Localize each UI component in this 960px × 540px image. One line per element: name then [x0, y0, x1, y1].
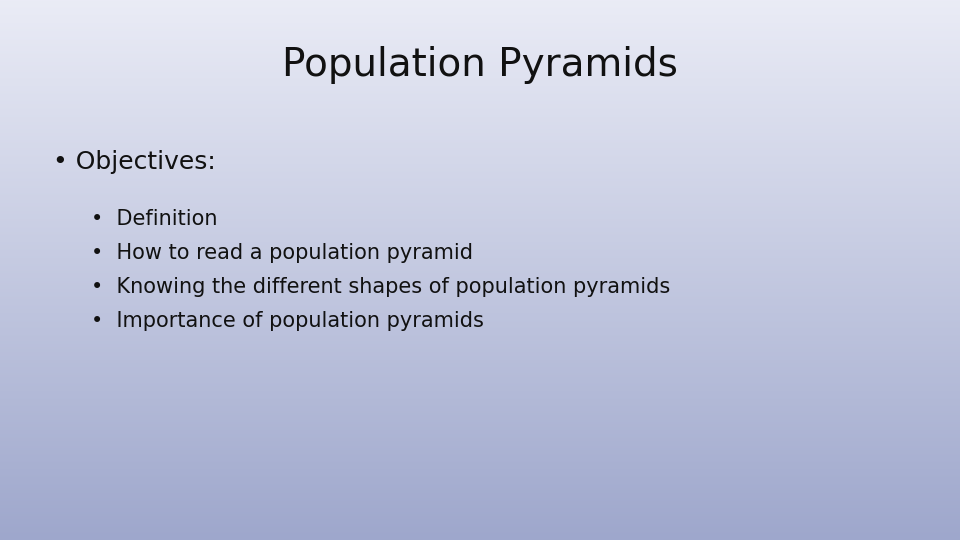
Text: •  Knowing the different shapes of population pyramids: • Knowing the different shapes of popula…	[91, 276, 670, 297]
Text: •  Importance of population pyramids: • Importance of population pyramids	[91, 310, 484, 331]
Text: •  How to read a population pyramid: • How to read a population pyramid	[91, 242, 473, 263]
Text: •  Definition: • Definition	[91, 208, 218, 229]
Text: • Objectives:: • Objectives:	[53, 150, 216, 174]
Text: Population Pyramids: Population Pyramids	[282, 46, 678, 84]
